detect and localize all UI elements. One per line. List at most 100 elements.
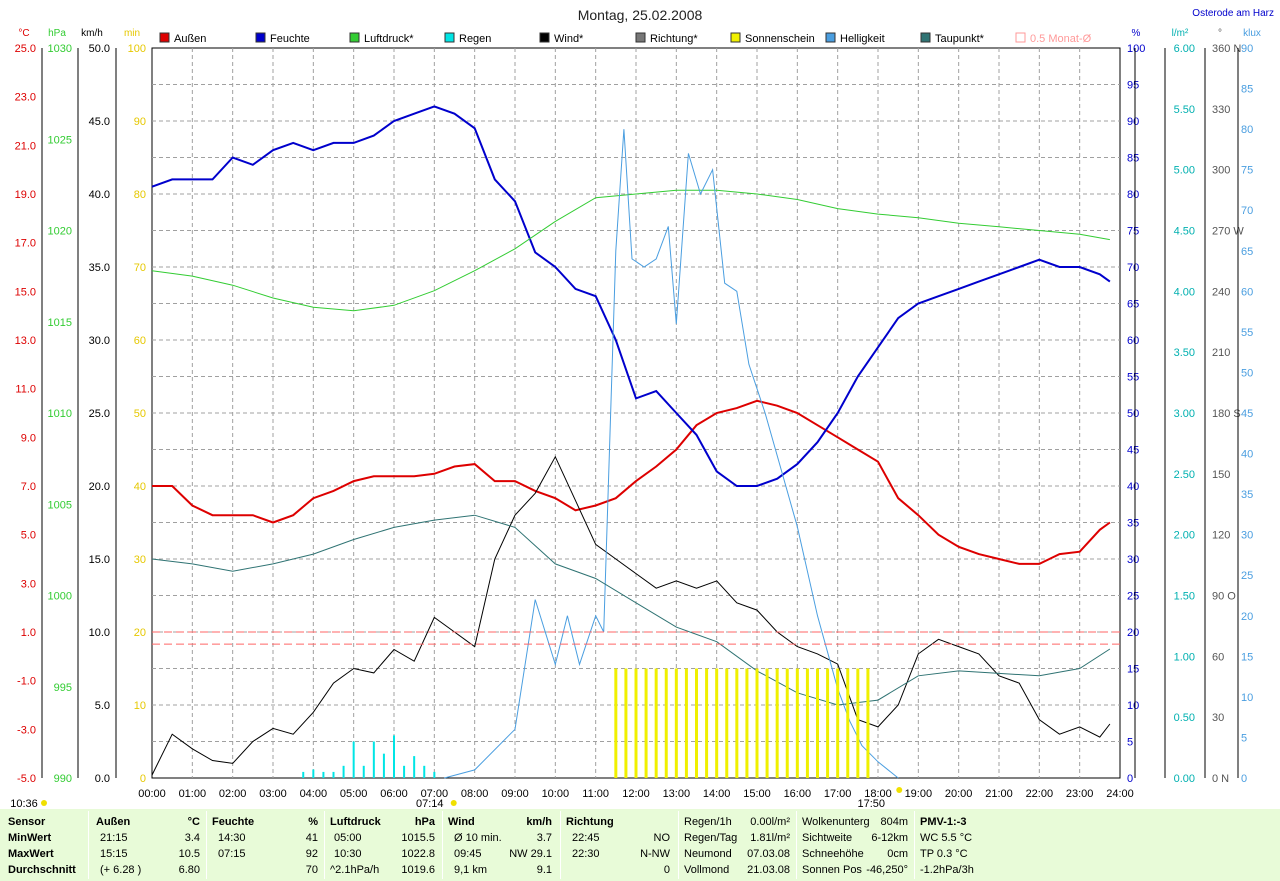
luftdruck-avg-val: 1019.6 [401, 864, 435, 876]
axis-tick-percent: 25 [1127, 591, 1139, 603]
legend[interactable]: Außen Feuchte Luftdruck* Regen Wind* Richtung… [159, 32, 1092, 45]
axis-tick-hpa: 1020 [48, 226, 72, 238]
legend-swatch [159, 32, 170, 43]
richtung-avg-val: 0 [663, 864, 670, 876]
axis-unit-label: °C [18, 28, 29, 39]
wind-max-time: 09:45 [454, 848, 482, 860]
axis-tick-percent: 0 [1127, 773, 1133, 785]
schneehoehe-label: Schneehöhe [802, 848, 864, 860]
axis-tick-min: 40 [134, 481, 146, 493]
legend-item-label: Sonnenschein [745, 33, 815, 45]
axis-tick-direction: 0 N [1212, 773, 1229, 785]
axis-tick-percent: 55 [1127, 372, 1139, 384]
axis-tick-rain: 4.00 [1174, 286, 1195, 298]
axis-tick-percent: 75 [1127, 226, 1139, 238]
axis-tick-klux: 30 [1241, 530, 1253, 542]
feuchte-unit: % [308, 816, 318, 828]
sun-icon [896, 787, 903, 793]
axis-unit-label: ° [1218, 28, 1222, 39]
axis-tick-celsius: 17.0 [15, 238, 36, 250]
axis-tick-rain: 6.00 [1174, 43, 1195, 55]
x-tick-label: 15:00 [743, 788, 771, 800]
schneehoehe-val: 0cm [887, 848, 908, 860]
axis-tick-kmh: 0.0 [95, 773, 110, 785]
axis-unit-label: l/m² [1172, 28, 1189, 39]
wind-max-val: NW 29.1 [509, 848, 552, 860]
divider [796, 811, 797, 879]
axis-tick-percent: 45 [1127, 445, 1139, 457]
series-line-feuchte [151, 105, 1111, 487]
axis-tick-klux: 85 [1241, 84, 1253, 96]
sensor-header: Sensor [8, 816, 46, 828]
axis-tick-percent: 85 [1127, 153, 1139, 165]
moon-icon [41, 800, 47, 806]
legend-item-label: Taupunkt* [935, 33, 985, 45]
regen-tag-val: 1.81l/m² [750, 832, 790, 844]
x-tick-label: 17:00 [824, 788, 852, 800]
vollmond-val: 21.03.08 [747, 864, 790, 876]
feuchte-avg-val: 70 [305, 864, 318, 876]
axis-tick-klux: 40 [1241, 449, 1253, 461]
axis-tick-percent: 40 [1127, 481, 1139, 493]
axis-tick-celsius: 15.0 [15, 286, 36, 298]
axis-tick-rain: 5.00 [1174, 165, 1195, 177]
vollmond-label: Vollmond [684, 864, 730, 876]
x-tick-label: 03:00 [259, 788, 287, 800]
legend-swatch [539, 32, 550, 43]
axis-tick-celsius: -3.0 [17, 724, 36, 736]
regen-1h-val: 0.00l/m² [750, 816, 790, 828]
axis-tick-celsius: -5.0 [17, 773, 36, 785]
x-tick-label: 04:00 [300, 788, 328, 800]
sunrise-label: 07:14 [416, 798, 444, 809]
axis-tick-percent: 10 [1127, 700, 1139, 712]
series-line-auen [152, 399, 1111, 565]
series-line-helligkeit [444, 129, 899, 779]
axis-tick-direction: 240 [1212, 286, 1230, 298]
x-tick-label: 21:00 [985, 788, 1013, 800]
x-tick-label: 23:00 [1066, 788, 1094, 800]
wind-avg10-label: Ø 10 min. [454, 832, 502, 844]
axis-tick-klux: 75 [1241, 165, 1253, 177]
wind-avg10-val: 3.7 [536, 832, 552, 844]
sun-icon [450, 800, 457, 806]
axis-tick-min: 90 [134, 116, 146, 128]
axis-tick-klux: 25 [1241, 570, 1253, 582]
aussen-min-time: 21:15 [100, 832, 128, 844]
legend-swatch [444, 32, 455, 43]
axis-tick-percent: 80 [1127, 189, 1139, 201]
axis-tick-percent: 30 [1127, 554, 1139, 566]
sichtweite-val: 6-12km [871, 832, 908, 844]
x-tick-label: 20:00 [945, 788, 973, 800]
richtung-min-val: NO [653, 832, 671, 844]
feuchte-min-time: 14:30 [218, 832, 246, 844]
x-tick-label: 12:00 [622, 788, 650, 800]
legend-swatch [635, 32, 646, 43]
axis-tick-klux: 35 [1241, 489, 1253, 501]
x-tick-label: 22:00 [1026, 788, 1054, 800]
sensor-row-max: MaxWert [8, 848, 54, 860]
x-tick-label: 08:00 [461, 788, 489, 800]
axis-tick-hpa: 1030 [48, 43, 72, 55]
axis-tick-min: 50 [134, 408, 146, 420]
axis-tick-kmh: 20.0 [89, 481, 110, 493]
series-line-luftdruck [151, 189, 1110, 312]
axis-tick-rain: 1.00 [1174, 651, 1195, 663]
axis-tick-kmh: 25.0 [89, 408, 110, 420]
axis-tick-percent: 50 [1127, 408, 1139, 420]
axis-tick-percent: 35 [1127, 518, 1139, 530]
axis-tick-celsius: 23.0 [15, 92, 36, 104]
x-tick-label: 09:00 [501, 788, 529, 800]
axis-tick-klux: 0 [1241, 773, 1247, 785]
divider [88, 811, 89, 879]
axis-unit-label: min [124, 28, 140, 39]
axis-tick-celsius: 7.0 [21, 481, 36, 493]
axis-tick-celsius: 19.0 [15, 189, 36, 201]
legend-item-label: Außen [174, 33, 206, 45]
divider [560, 811, 561, 879]
axis-tick-direction: 300 [1212, 165, 1230, 177]
axis-tick-celsius: 13.0 [15, 335, 36, 347]
axis-tick-percent: 90 [1127, 116, 1139, 128]
axis-tick-direction: 90 O [1212, 591, 1236, 603]
moonrise-label: 10:36 [10, 798, 38, 809]
